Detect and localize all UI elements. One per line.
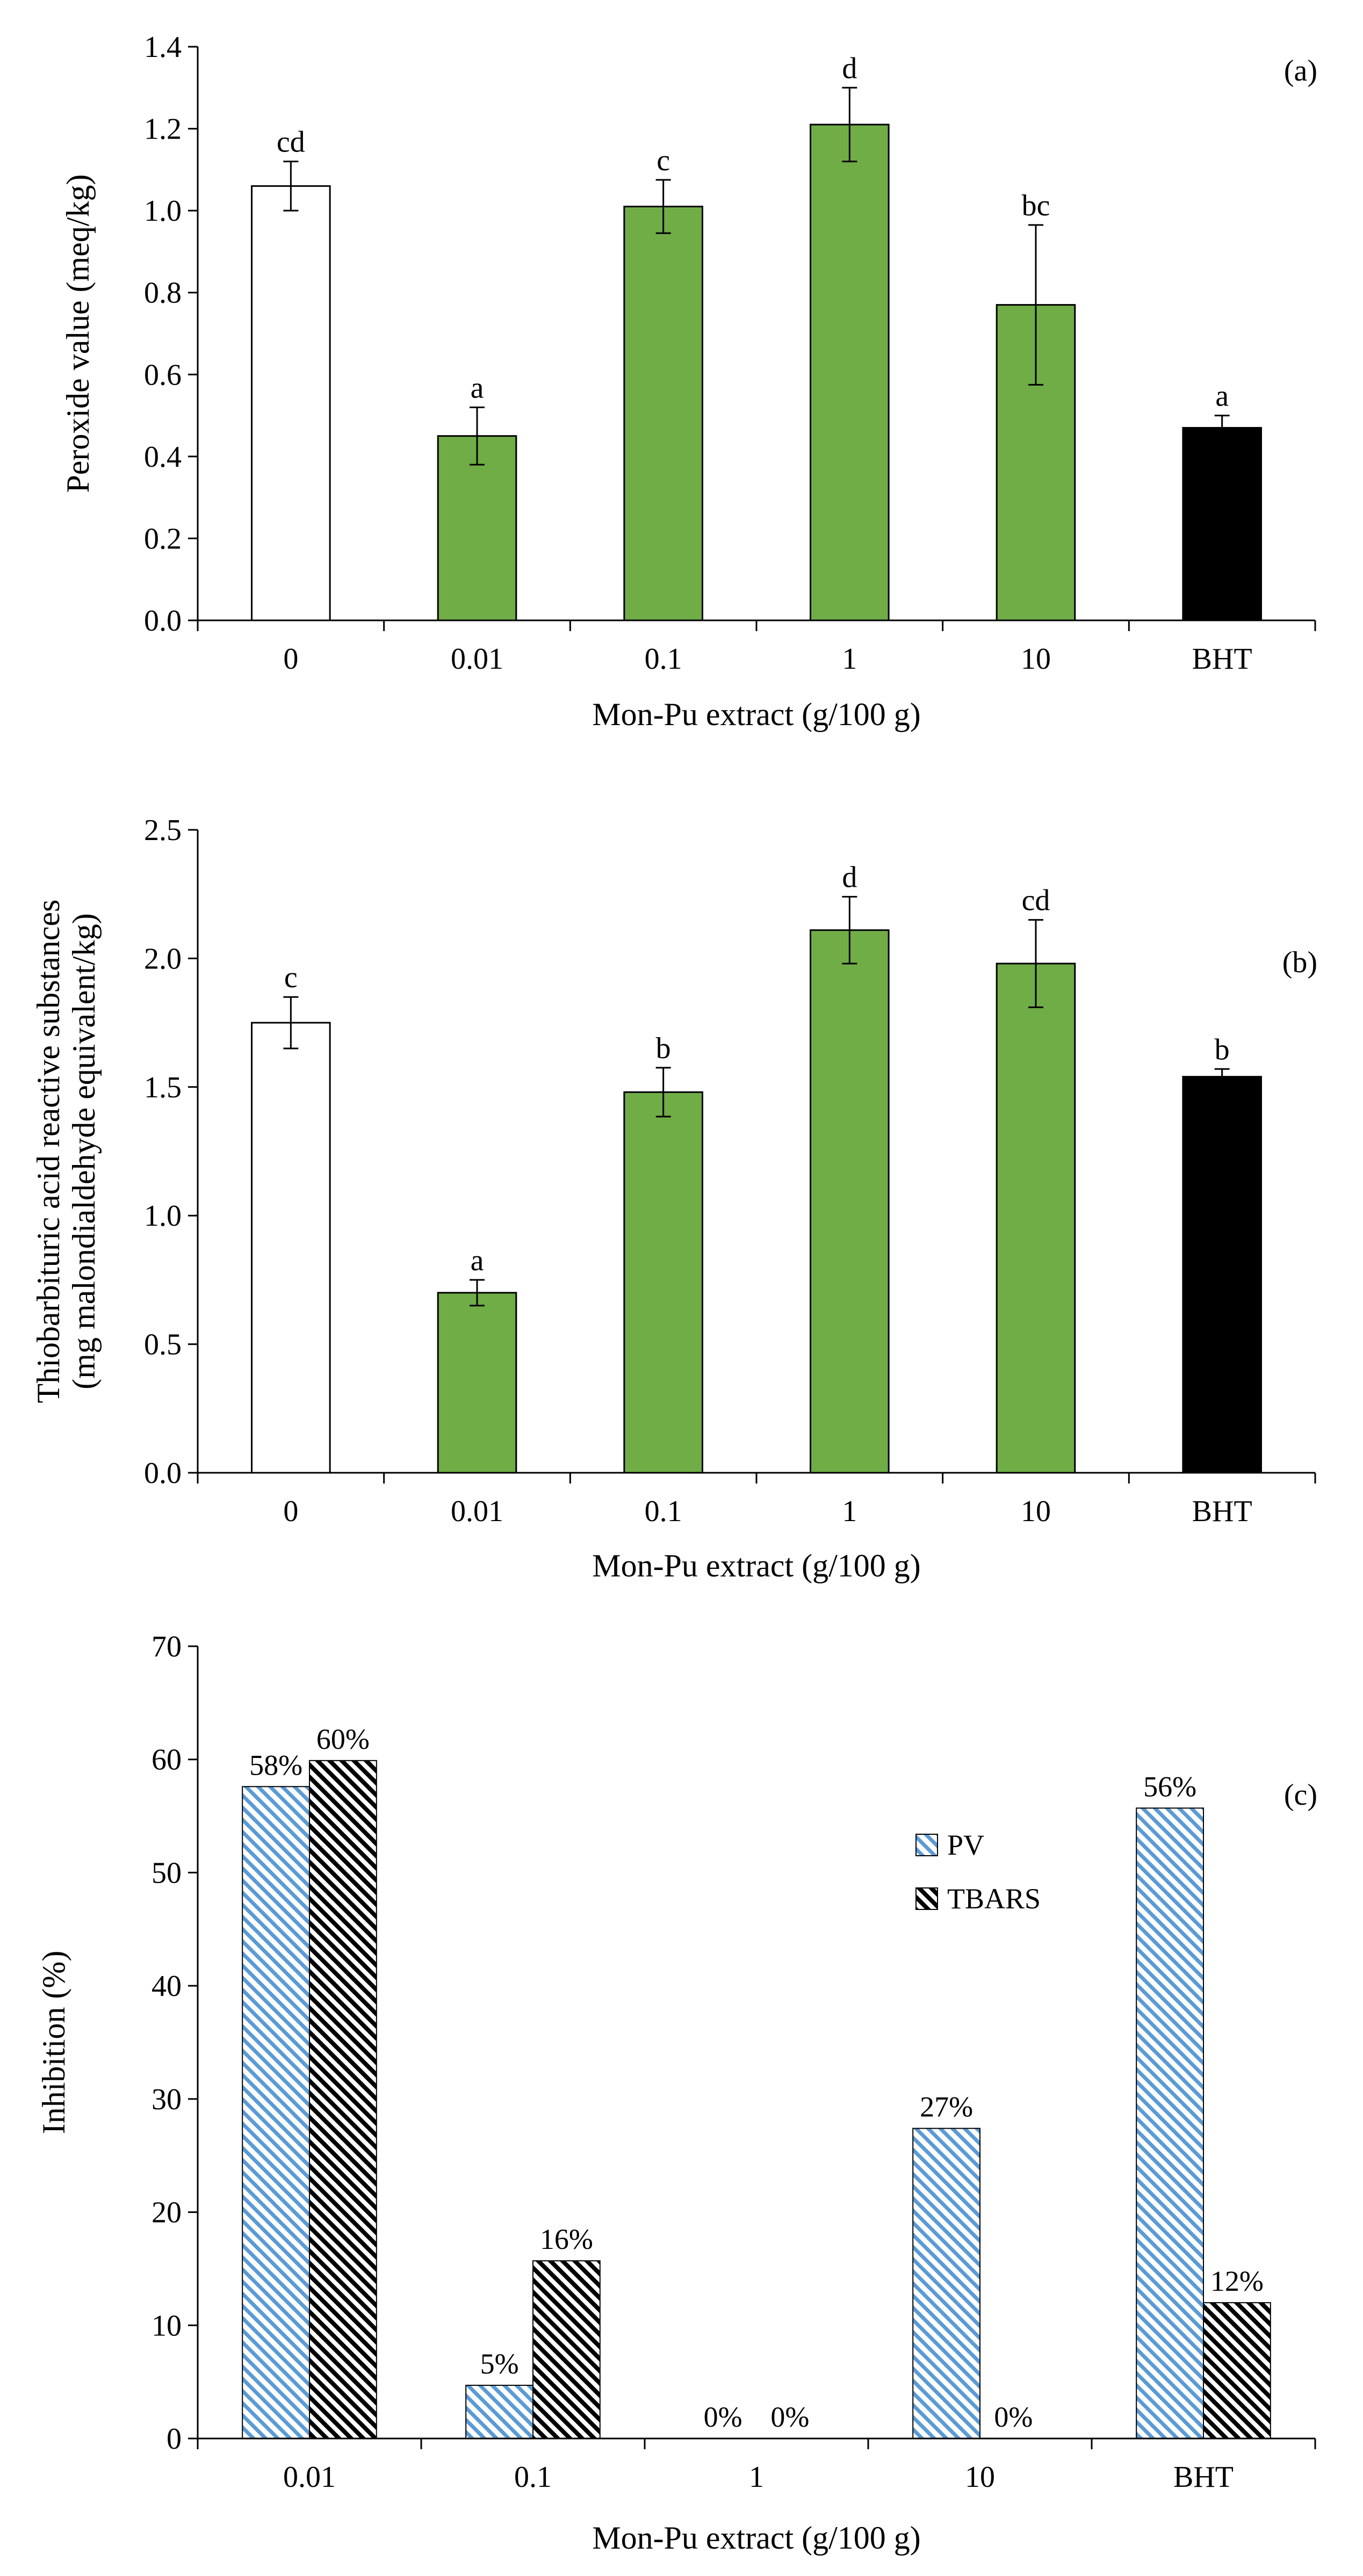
y-tick-label: 0.8 xyxy=(144,277,182,310)
y-tick-label: 1.0 xyxy=(144,194,182,228)
significance-letter: a xyxy=(1215,380,1229,413)
legend-tbars-label: TBARS xyxy=(947,1883,1041,1915)
pv-data-label: 0% xyxy=(704,2401,742,2433)
x-tick-label: 1 xyxy=(842,1495,857,1528)
pv-bar xyxy=(465,2384,534,2440)
bar xyxy=(1182,426,1262,621)
bar xyxy=(623,1091,703,1474)
bar xyxy=(810,124,890,621)
y-tick-label: 1.4 xyxy=(144,31,182,64)
x-tick-label: BHT xyxy=(1192,1495,1252,1528)
bar xyxy=(251,1022,331,1474)
y-tick-label: 0.0 xyxy=(144,1457,182,1490)
x-tick-label: 0.01 xyxy=(283,2461,336,2494)
y-tick-label: 30 xyxy=(152,2083,182,2116)
y-tick-label: 0.5 xyxy=(144,1328,182,1362)
y-tick-label: 20 xyxy=(152,2196,182,2230)
legend-pv-label: PV xyxy=(947,1829,984,1861)
tbars-data-label: 0% xyxy=(770,2401,809,2433)
significance-letter: d xyxy=(842,52,857,85)
bar xyxy=(437,435,517,621)
tbars-data-label: 60% xyxy=(316,1723,370,1755)
y-axis-title-line: Thiobarbituric acid reactive substances xyxy=(31,900,66,1403)
y-tick-label: 1.0 xyxy=(144,1199,182,1233)
tbars-bar xyxy=(309,1760,377,2440)
y-axis-title-line: (mg malondialdehyde equivalent/kg) xyxy=(66,913,102,1389)
x-tick-label: 0 xyxy=(283,1495,298,1528)
y-tick-label: 70 xyxy=(152,1630,182,1663)
x-tick-label: 1 xyxy=(842,642,857,676)
panel-b-tbars-chart: c a b d cd b 0.0 0.5 1.0 1.5 2.0 2.5 0 0.01 0.1 1 10 BHT M… xyxy=(31,814,1317,1583)
y-tick-label: 50 xyxy=(152,1856,182,1890)
y-axis-title: Thiobarbituric acid reactive substances(… xyxy=(31,900,102,1403)
pv-data-label: 27% xyxy=(920,2091,973,2123)
x-tick-label: BHT xyxy=(1173,2461,1234,2494)
bar xyxy=(623,206,703,621)
tbars-data-label: 16% xyxy=(540,2223,593,2255)
significance-letter: c xyxy=(284,961,298,994)
y-tick-label: 40 xyxy=(152,1970,182,2003)
significance-letter: b xyxy=(1215,1033,1230,1066)
y-tick-label: 0.6 xyxy=(144,358,182,392)
panel-label: (b) xyxy=(1282,946,1317,979)
panel-c-inhibition-chart: 58% 5% 0% 27% 56% 60% 16% 0% 0% 12% PV TBARS 0 10 20 30… xyxy=(36,1630,1317,2556)
y-tick-label: 1.2 xyxy=(144,113,182,146)
significance-letter: a xyxy=(471,371,484,404)
x-tick-label: 0.01 xyxy=(451,642,503,676)
pv-bar xyxy=(242,1786,311,2439)
x-axis-title: Mon-Pu extract (g/100 g) xyxy=(592,1548,921,1583)
x-tick-label: 0.1 xyxy=(645,1495,682,1528)
x-axis-title: Mon-Pu extract (g/100 g) xyxy=(592,697,921,732)
y-tick-label: 0.0 xyxy=(144,604,182,638)
bar xyxy=(996,963,1076,1474)
tbars-data-label: 12% xyxy=(1210,2265,1264,2297)
y-tick-label: 60 xyxy=(152,1743,182,1777)
significance-letter: cd xyxy=(1022,884,1050,917)
x-tick-label: 0 xyxy=(283,642,298,676)
pv-bar xyxy=(912,2128,980,2439)
x-tick-label: 10 xyxy=(1021,1495,1051,1528)
x-tick-label: 0.1 xyxy=(645,642,682,676)
x-tick-label: BHT xyxy=(1192,642,1252,676)
legend-tbars-swatch xyxy=(915,1887,938,1910)
tbars-data-label: 0% xyxy=(994,2401,1033,2433)
panel-label: (c) xyxy=(1284,1778,1317,1812)
x-tick-label: 0.1 xyxy=(514,2461,552,2494)
x-tick-label: 10 xyxy=(1021,642,1051,676)
significance-letter: a xyxy=(471,1244,484,1277)
pv-bar xyxy=(1136,1807,1204,2440)
legend-pv-swatch xyxy=(915,1834,938,1856)
panel-label: (a) xyxy=(1284,54,1317,88)
y-tick-label: 0.2 xyxy=(144,522,182,555)
significance-letter: d xyxy=(842,860,857,894)
bar xyxy=(810,929,890,1474)
y-tick-label: 0 xyxy=(167,2422,182,2456)
significance-letter: bc xyxy=(1022,189,1050,222)
y-tick-label: 2.5 xyxy=(144,814,182,847)
y-tick-label: 0.4 xyxy=(144,440,182,474)
x-tick-label: 0.01 xyxy=(451,1495,503,1528)
y-tick-label: 1.5 xyxy=(144,1071,182,1104)
tbars-bar xyxy=(1203,2302,1271,2440)
significance-letter: cd xyxy=(277,126,305,159)
y-axis-title: Inhibition (%) xyxy=(36,1951,71,2134)
bar xyxy=(437,1292,517,1474)
bar xyxy=(251,185,331,621)
significance-letter: c xyxy=(657,144,670,177)
y-axis-title: Peroxide value (meq/kg) xyxy=(60,174,96,493)
tbars-bar xyxy=(532,2260,601,2440)
bar xyxy=(1182,1076,1262,1474)
pv-data-label: 56% xyxy=(1143,1770,1196,1803)
pv-data-label: 5% xyxy=(480,2348,519,2380)
significance-letter: b xyxy=(656,1032,671,1065)
y-tick-label: 2.0 xyxy=(144,942,182,975)
pv-data-label: 58% xyxy=(249,1749,302,1781)
y-tick-label: 10 xyxy=(152,2309,182,2342)
x-tick-label: 1 xyxy=(749,2461,764,2494)
x-tick-label: 10 xyxy=(965,2461,995,2494)
x-axis-title: Mon-Pu extract (g/100 g) xyxy=(592,2520,921,2556)
